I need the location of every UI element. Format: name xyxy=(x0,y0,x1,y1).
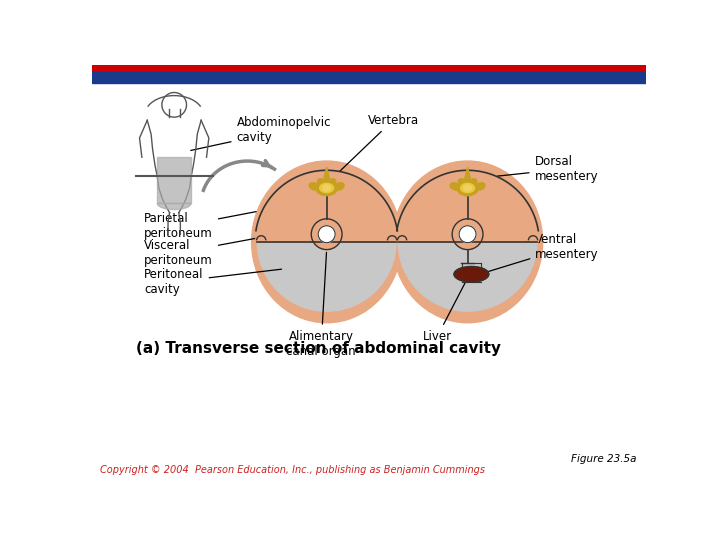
Wedge shape xyxy=(256,171,397,242)
Circle shape xyxy=(452,219,483,249)
Ellipse shape xyxy=(459,179,464,184)
Text: Dorsal
mesentery: Dorsal mesentery xyxy=(498,155,598,183)
Ellipse shape xyxy=(330,179,336,184)
Text: Visceral
peritoneum: Visceral peritoneum xyxy=(144,228,308,267)
Text: Copyright © 2004  Pearson Education, Inc., publishing as Benjamin Cummings: Copyright © 2004 Pearson Education, Inc.… xyxy=(99,465,485,475)
Text: Alimentary
canal organ: Alimentary canal organ xyxy=(287,252,356,357)
Polygon shape xyxy=(157,157,191,204)
Ellipse shape xyxy=(251,161,402,323)
Ellipse shape xyxy=(256,167,398,317)
Text: (a) Transverse section of abdominal cavity: (a) Transverse section of abdominal cavi… xyxy=(137,341,501,356)
Ellipse shape xyxy=(474,183,485,190)
Ellipse shape xyxy=(323,185,330,191)
Polygon shape xyxy=(464,167,471,183)
Ellipse shape xyxy=(320,184,333,193)
Ellipse shape xyxy=(309,183,320,190)
Circle shape xyxy=(459,226,476,242)
Bar xyxy=(92,72,647,83)
Wedge shape xyxy=(397,171,539,242)
Ellipse shape xyxy=(454,267,489,282)
Circle shape xyxy=(311,219,342,249)
Circle shape xyxy=(318,226,335,242)
Ellipse shape xyxy=(461,184,474,193)
Circle shape xyxy=(257,173,396,311)
Text: Figure 23.5a: Figure 23.5a xyxy=(572,454,637,464)
Ellipse shape xyxy=(450,183,461,190)
Ellipse shape xyxy=(471,179,477,184)
Polygon shape xyxy=(323,167,330,183)
Ellipse shape xyxy=(318,179,323,184)
Text: Parietal
peritoneum: Parietal peritoneum xyxy=(144,212,256,240)
Text: Vertebra: Vertebra xyxy=(336,114,418,174)
Ellipse shape xyxy=(464,185,472,191)
Ellipse shape xyxy=(334,183,344,190)
Bar xyxy=(92,65,647,72)
Ellipse shape xyxy=(392,161,543,323)
Ellipse shape xyxy=(316,180,338,195)
Polygon shape xyxy=(157,204,191,210)
Text: Liver: Liver xyxy=(423,281,467,343)
Text: Peritoneal
cavity: Peritoneal cavity xyxy=(144,268,282,296)
Circle shape xyxy=(398,173,537,311)
Text: Ventral
mesentery: Ventral mesentery xyxy=(487,233,599,272)
Text: Abdominopelvic
cavity: Abdominopelvic cavity xyxy=(191,116,331,151)
Ellipse shape xyxy=(456,180,478,195)
